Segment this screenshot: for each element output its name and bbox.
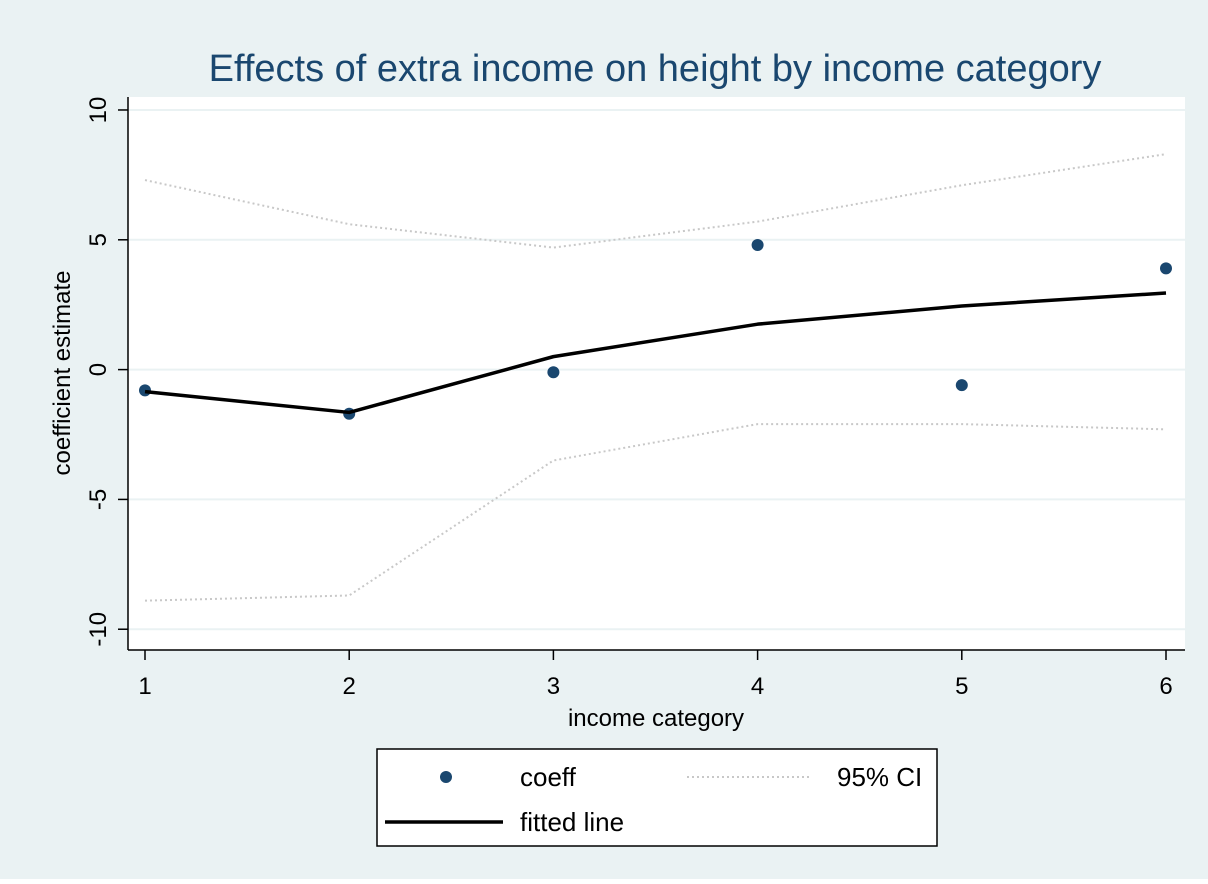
legend-label-coeff: coeff [520, 762, 577, 792]
x-axis-label: income category [568, 705, 744, 732]
axes [118, 97, 1185, 660]
data-point-5 [955, 379, 968, 392]
x-tick-label-4: 4 [751, 673, 764, 700]
legend-box [376, 748, 938, 847]
x-tick-label-6: 6 [1159, 673, 1172, 700]
y-tick-label--5: -5 [85, 489, 112, 510]
plot-area [128, 97, 1185, 650]
y-tick-label-5: 5 [85, 233, 112, 246]
grid-lines [128, 108, 1185, 631]
data-point-4 [751, 238, 764, 251]
x-tick-label-1: 1 [138, 673, 151, 700]
data-point-6 [1160, 262, 1172, 275]
x-tick-label-2: 2 [343, 673, 356, 700]
x-tick-label-3: 3 [547, 673, 560, 700]
x-tick-label-5: 5 [955, 673, 968, 700]
series [139, 153, 1172, 602]
ci-line-2 [144, 423, 1167, 602]
y-tick-label-10: 10 [85, 97, 112, 124]
legend-label-fitted: fitted line [520, 807, 624, 837]
legend-label-ci: 95% CI [837, 762, 922, 792]
y-axis-label: coefficient estimate [49, 271, 76, 476]
fitted-line [144, 291, 1167, 415]
data-point-3 [547, 366, 560, 379]
legend-swatch-coeff [440, 771, 452, 783]
tick-labels: 10 5 0 -5 -10 1 2 3 4 5 6 [85, 97, 1173, 700]
y-tick-label-0: 0 [85, 363, 112, 376]
legend: coeff 95% CI fitted line [376, 748, 938, 847]
chart-title: Effects of extra income on height by inc… [209, 48, 1102, 90]
y-tick-label--10: -10 [85, 612, 112, 647]
